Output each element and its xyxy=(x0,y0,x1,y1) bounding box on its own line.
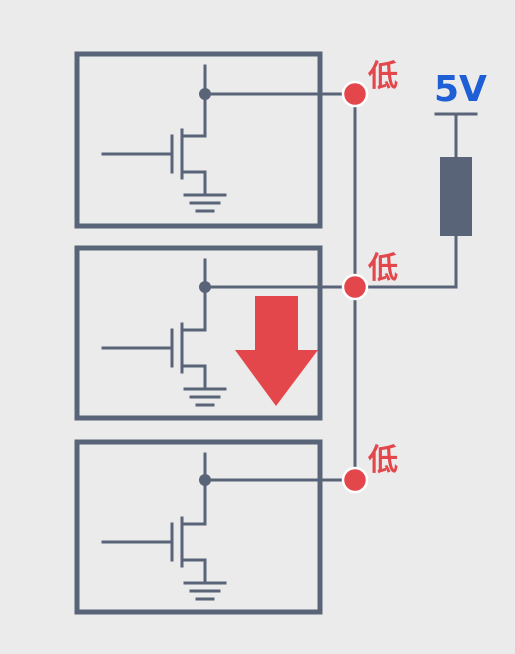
device-box-2-frame xyxy=(74,245,323,421)
pullup-resistor xyxy=(440,157,472,236)
junction-dot-2 xyxy=(199,281,211,293)
device-box-3-transistor xyxy=(101,452,357,601)
down-arrow-icon xyxy=(235,296,318,406)
device-box-1 xyxy=(74,51,357,229)
bus-node-2 xyxy=(341,273,369,301)
bus-node-3 xyxy=(341,466,369,494)
bus-node-1 xyxy=(341,80,369,108)
device-box-2-transistor xyxy=(101,258,357,407)
device-box-1-frame xyxy=(74,51,323,229)
device-box-3 xyxy=(74,439,357,615)
shared-bus xyxy=(353,92,478,482)
node-3-level-label: 低 xyxy=(368,443,398,478)
device-box-2 xyxy=(74,245,357,421)
supply-voltage-label: 5V xyxy=(434,69,487,110)
device-box-1-transistor xyxy=(101,64,357,213)
device-box-3-frame xyxy=(74,439,323,615)
junction-dot-1 xyxy=(199,88,211,100)
node-1-level-label: 低 xyxy=(368,59,398,94)
junction-dot-3 xyxy=(199,474,211,486)
node-2-level-label: 低 xyxy=(368,251,398,286)
